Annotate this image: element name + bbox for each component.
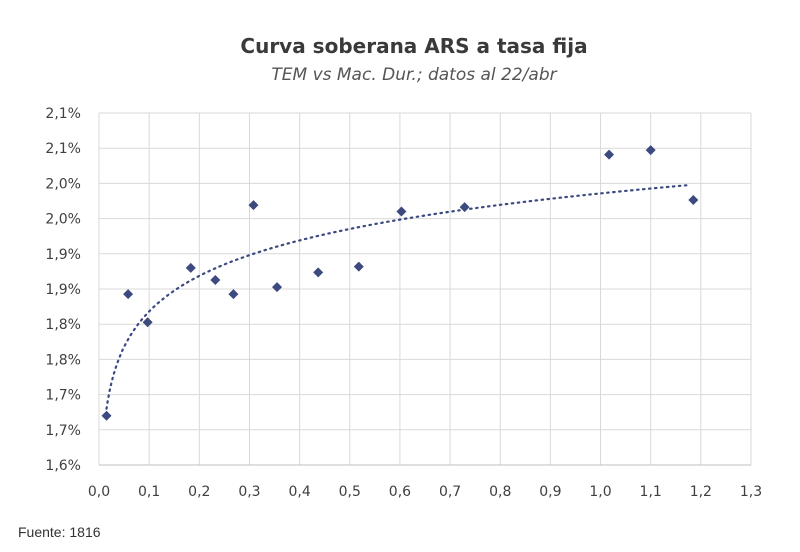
x-tick-label: 0,6 bbox=[389, 484, 411, 500]
data-point bbox=[645, 145, 656, 156]
data-point bbox=[101, 410, 112, 421]
data-point bbox=[248, 200, 259, 211]
y-tick-label: 2,1% bbox=[45, 106, 81, 122]
data-point bbox=[123, 289, 134, 300]
y-tick-label: 1,8% bbox=[45, 352, 81, 368]
x-tick-label: 0,3 bbox=[238, 484, 260, 500]
chart-title: Curva soberana ARS a tasa fija bbox=[240, 34, 587, 58]
y-tick-label: 1,7% bbox=[45, 388, 81, 404]
y-tick-label: 1,7% bbox=[45, 423, 81, 439]
data-point bbox=[353, 261, 364, 272]
data-point bbox=[604, 149, 615, 160]
data-point bbox=[272, 282, 283, 293]
x-axis-ticks: 0,0 0,1 0,2 0,3 0,4 0,5 0,6 0,7 0,8 0,9 1,0 1,1 1,2 1… bbox=[88, 484, 762, 500]
data-point bbox=[142, 317, 153, 328]
chart-subtitle: TEM vs Mac. Dur.; datos al 22/abr bbox=[271, 65, 557, 85]
y-tick-label: 1,8% bbox=[45, 317, 81, 333]
x-tick-label: 1,3 bbox=[740, 484, 762, 500]
y-axis-ticks: 1,6% 1,7% 1,7% 1,8% 1,8% 1,9% 1,9% 2,0% 2,0% 2,1%… bbox=[45, 106, 81, 474]
data-point bbox=[459, 202, 470, 213]
x-tick-label: 0,2 bbox=[188, 484, 210, 500]
grid bbox=[98, 112, 752, 466]
y-tick-label: 2,0% bbox=[45, 212, 81, 228]
data-point bbox=[210, 275, 221, 286]
data-point bbox=[228, 289, 239, 300]
x-tick-label: 1,1 bbox=[640, 484, 662, 500]
x-tick-label: 0,8 bbox=[489, 484, 511, 500]
trendline-path bbox=[105, 183, 692, 410]
x-tick-label: 0,7 bbox=[439, 484, 461, 500]
data-point bbox=[688, 195, 699, 206]
x-tick-label: 1,2 bbox=[690, 484, 712, 500]
source-note: Fuente: 1816 bbox=[18, 524, 101, 540]
x-tick-label: 0,5 bbox=[339, 484, 361, 500]
data-point bbox=[396, 206, 407, 217]
data-points bbox=[101, 145, 699, 421]
y-tick-label: 1,9% bbox=[45, 282, 81, 298]
y-tick-label: 2,1% bbox=[45, 141, 81, 157]
y-tick-label: 1,6% bbox=[45, 458, 81, 474]
y-tick-label: 2,0% bbox=[45, 176, 81, 192]
x-tick-label: 0,1 bbox=[138, 484, 160, 500]
x-tick-label: 0,4 bbox=[288, 484, 310, 500]
y-tick-label: 1,9% bbox=[45, 247, 81, 263]
x-tick-label: 1,0 bbox=[589, 484, 611, 500]
trendline bbox=[105, 183, 692, 410]
data-point bbox=[185, 262, 196, 273]
x-tick-label: 0,0 bbox=[88, 484, 110, 500]
x-tick-label: 0,9 bbox=[539, 484, 561, 500]
data-point bbox=[313, 267, 324, 278]
